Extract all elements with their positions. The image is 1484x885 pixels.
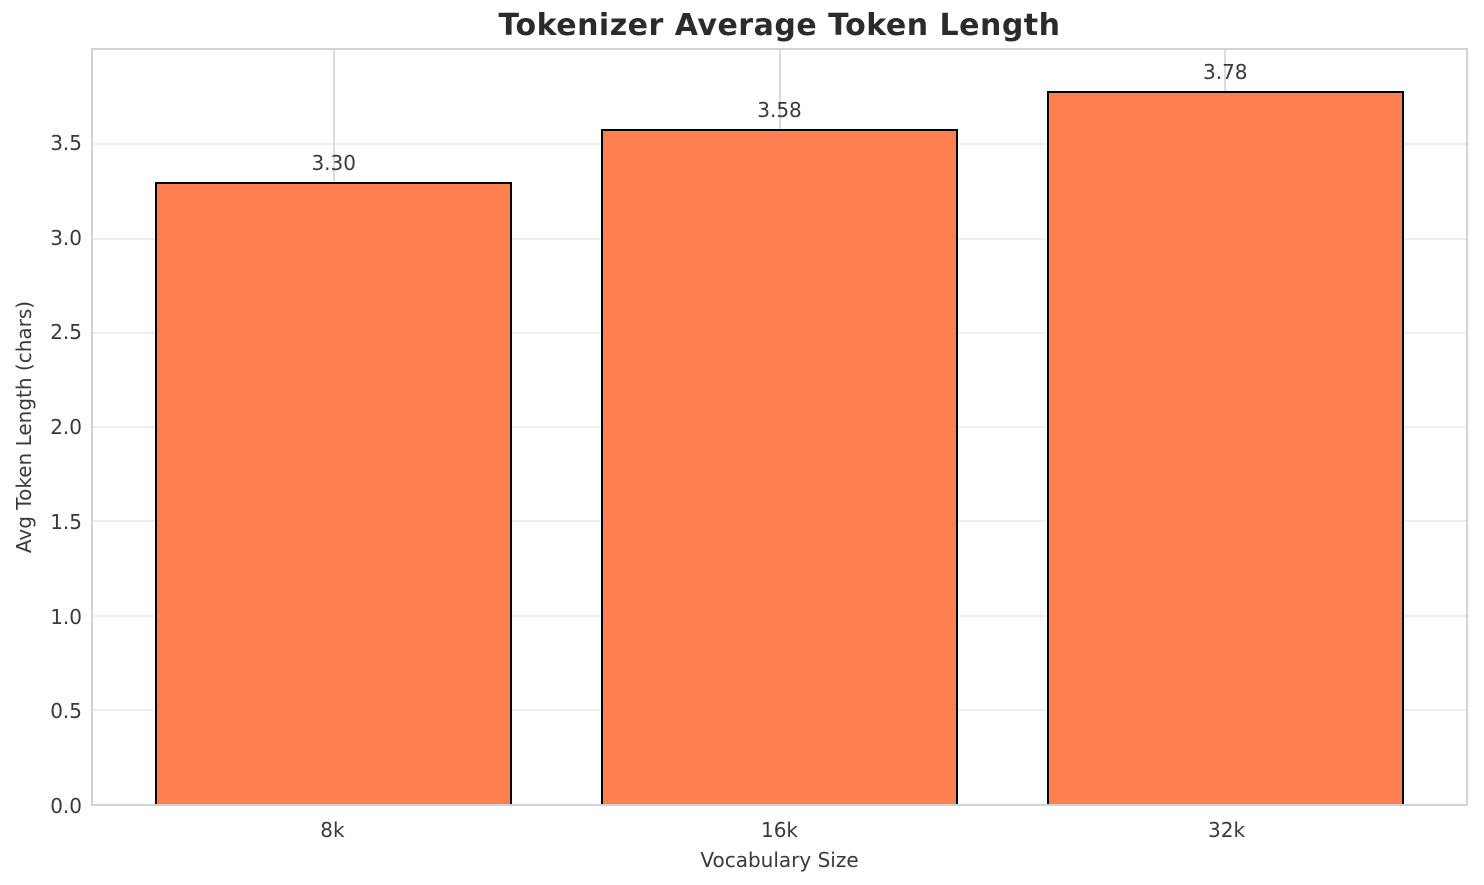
y-tick-label: 1.5 bbox=[50, 509, 82, 534]
bar-32k bbox=[1046, 91, 1404, 804]
y-axis-label: Avg Token Length (chars) bbox=[12, 300, 36, 554]
y-tick-label: 3.5 bbox=[50, 130, 82, 155]
y-tick-label: 3.0 bbox=[50, 225, 82, 250]
y-tick-label: 2.5 bbox=[50, 320, 82, 345]
bar-8k bbox=[155, 181, 513, 804]
y-tick-label: 2.0 bbox=[50, 415, 82, 439]
y-tick-label: 0.5 bbox=[50, 699, 82, 724]
bar-value-label: 3.78 bbox=[1203, 60, 1248, 85]
chart-title: Tokenizer Average Token Length bbox=[498, 8, 1061, 43]
bar-value-label: 3.30 bbox=[311, 150, 356, 175]
x-tick-label: 16k bbox=[760, 818, 799, 842]
x-tick-label: 8k bbox=[320, 818, 345, 842]
y-tick-label: 0.0 bbox=[50, 794, 82, 818]
bar-value-label: 3.58 bbox=[757, 98, 802, 123]
y-tick-label: 1.0 bbox=[50, 604, 82, 629]
bar-16k bbox=[601, 129, 958, 804]
x-tick-label: 32k bbox=[1208, 818, 1246, 842]
plot-area: 3.30 3.58 3.78 bbox=[91, 48, 1468, 806]
x-axis-label: Vocabulary Size bbox=[700, 848, 859, 872]
